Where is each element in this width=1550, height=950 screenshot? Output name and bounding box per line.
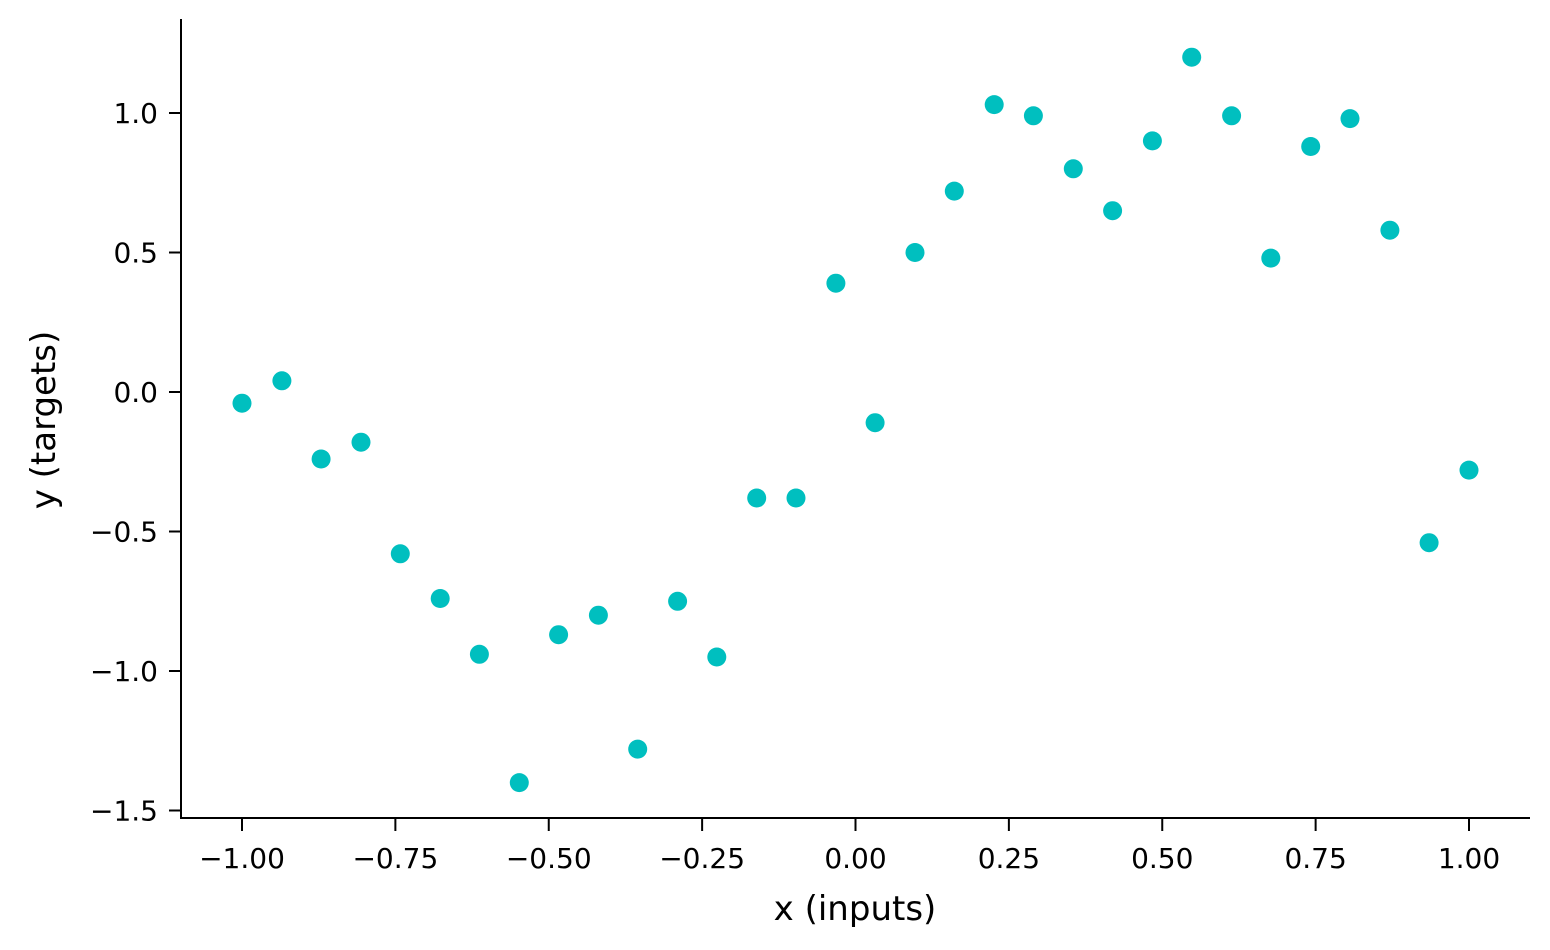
y-tick-label: 1.0: [113, 97, 158, 130]
y-axis-label: y (targets): [24, 331, 64, 510]
data-point: [430, 589, 450, 608]
y-axis-ticks: 1.0 0.5 0.0 −0.5 −1.0 −1.5: [90, 97, 181, 828]
y-tick-label: −1.0: [90, 655, 158, 688]
data-point: [311, 449, 331, 469]
data-point: [351, 432, 371, 452]
data-point: [984, 95, 1004, 115]
data-point: [1380, 220, 1400, 240]
x-tick-label: 0.00: [824, 842, 886, 875]
data-point: [232, 393, 252, 413]
data-point: [1182, 47, 1202, 67]
x-tick-label: −0.75: [352, 842, 438, 875]
data-point: [1103, 201, 1123, 221]
data-point: [1063, 159, 1083, 179]
data-point: [865, 413, 885, 433]
data-point: [747, 488, 767, 508]
data-point: [1222, 106, 1242, 126]
x-tick-label: −0.50: [506, 842, 592, 875]
data-point: [826, 273, 846, 293]
y-tick-label: 0.0: [113, 376, 158, 409]
data-point: [588, 605, 608, 625]
data-point: [944, 181, 964, 201]
x-tick-label: 0.75: [1284, 842, 1346, 875]
y-tick-label: −1.5: [90, 795, 158, 828]
data-point: [1340, 109, 1360, 129]
data-point: [509, 773, 529, 793]
x-tick-label: −0.25: [659, 842, 745, 875]
data-point: [1142, 131, 1162, 151]
data-point: [905, 243, 925, 262]
data-point: [707, 647, 727, 667]
data-point: [1301, 137, 1321, 156]
data-point: [272, 371, 292, 391]
data-point: [549, 625, 569, 645]
x-tick-label: −1.00: [199, 842, 285, 875]
x-axis-ticks: −1.00 −0.75 −0.50 −0.25 0.00 0.25 0.50 0.75 1.00: [199, 818, 1500, 875]
data-point: [628, 739, 648, 759]
x-tick-label: 0.50: [1131, 842, 1193, 875]
data-point: [1459, 460, 1479, 480]
data-point: [390, 544, 410, 564]
data-point: [1261, 248, 1281, 268]
x-axis-label: x (inputs): [774, 889, 937, 929]
y-tick-label: 0.5: [113, 237, 158, 270]
data-points: [232, 47, 1479, 793]
y-tick-label: −0.5: [90, 516, 158, 549]
x-tick-label: 0.25: [978, 842, 1040, 875]
data-point: [668, 591, 688, 611]
data-point: [1023, 106, 1043, 126]
data-point: [1419, 533, 1439, 553]
x-tick-label: 1.00: [1438, 842, 1500, 875]
data-point: [469, 644, 489, 664]
data-point: [786, 488, 806, 508]
